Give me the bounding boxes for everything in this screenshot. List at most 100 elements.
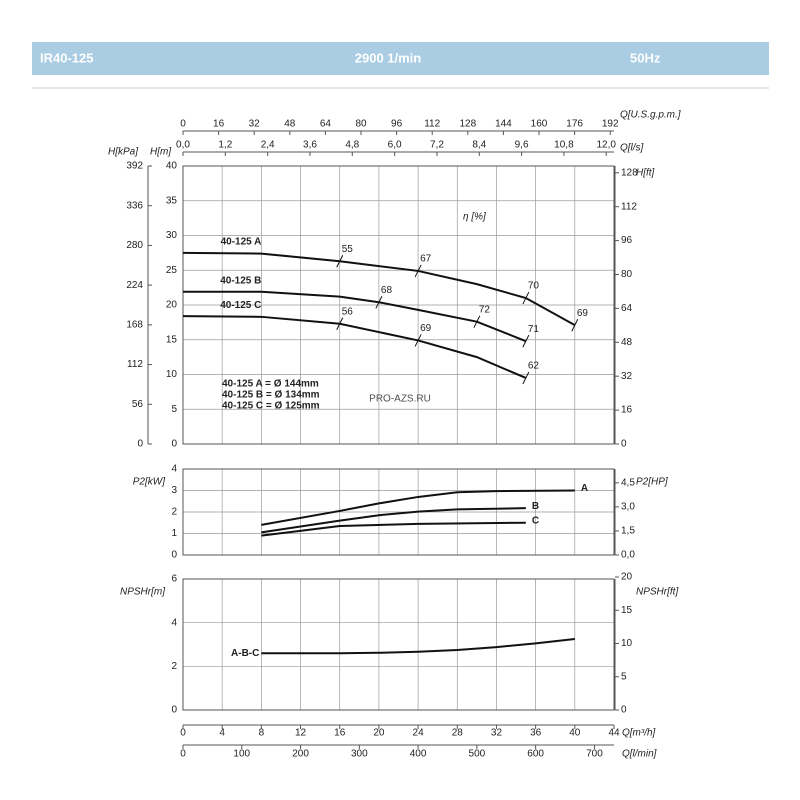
diameter-note: 40-125 B = Ø 134mm xyxy=(222,390,320,401)
top-tick-label: 176 xyxy=(566,119,583,130)
y2-tick-label: 20 xyxy=(621,572,633,583)
y-axis-label: P2[kW] xyxy=(133,477,165,488)
top-tick-label: 0,0 xyxy=(176,140,190,151)
plot-frame xyxy=(182,468,615,556)
y2-axis-label: H[ft] xyxy=(636,168,655,179)
x-tick-label: 4 xyxy=(219,728,225,739)
header-title: IR40-125 xyxy=(40,50,93,65)
kpa-tick-label: 56 xyxy=(132,399,144,410)
efficiency-mark xyxy=(336,254,344,268)
efficiency-mark xyxy=(522,291,530,305)
top-tick-label: 48 xyxy=(284,119,296,130)
y-tick-label: 5 xyxy=(171,404,177,415)
y2-tick-label: 10 xyxy=(621,638,633,649)
curve xyxy=(182,315,527,379)
curve xyxy=(261,521,526,537)
y-tick-label: 0 xyxy=(171,705,177,716)
x2-tick-label: 200 xyxy=(292,749,309,760)
top-tick-label: 128 xyxy=(459,119,476,130)
y-tick-label: 25 xyxy=(166,265,178,276)
top-tick-label: 8,4 xyxy=(472,140,486,151)
top-tick-label: 64 xyxy=(320,119,332,130)
kpa-tick-label: 392 xyxy=(126,161,143,172)
series-label: A-B-C xyxy=(231,648,259,659)
x2-tick-label: 700 xyxy=(586,749,603,760)
kpa-tick-label: 112 xyxy=(127,359,143,370)
top-tick-label: 2,4 xyxy=(261,140,275,151)
top-tick-label: 112 xyxy=(424,119,440,130)
y-tick-label: 0 xyxy=(171,550,177,561)
x2-tick-label: 400 xyxy=(410,749,427,760)
top-tick-label: 96 xyxy=(391,119,403,130)
efficiency-label: 71 xyxy=(528,324,540,335)
x2-tick-label: 0 xyxy=(180,749,186,760)
y2-tick-label: 80 xyxy=(621,269,633,280)
kpa-tick-label: 280 xyxy=(126,240,143,251)
x-tick-label: 20 xyxy=(373,728,385,739)
x2-axis-label: Q[l/min] xyxy=(622,749,657,760)
top-tick-label: 9,6 xyxy=(515,140,529,151)
y2-tick-label: 0 xyxy=(621,439,627,450)
efficiency-label: 67 xyxy=(420,254,432,265)
x2-tick-label: 600 xyxy=(527,749,544,760)
top-tick-label: 4,8 xyxy=(345,140,359,151)
y2-tick-label: 3,0 xyxy=(621,502,635,513)
y-tick-label: 30 xyxy=(166,230,178,241)
efficiency-mark xyxy=(414,334,422,347)
y2-tick-label: 1,5 xyxy=(621,526,635,537)
top-tick-label: 192 xyxy=(602,119,619,130)
watermark: PRO-AZS.RU xyxy=(369,394,431,405)
y2-tick-label: 128 xyxy=(621,167,638,178)
efficiency-label: 70 xyxy=(528,281,540,292)
curve xyxy=(261,638,575,655)
y2-tick-label: 15 xyxy=(621,605,633,616)
y-tick-label: 3 xyxy=(171,485,177,496)
efficiency-mark xyxy=(336,317,344,330)
x-tick-label: 40 xyxy=(569,728,581,739)
y2-tick-label: 64 xyxy=(621,303,633,314)
top-tick-label: 32 xyxy=(249,119,261,130)
x-axis-label: Q[m³/h] xyxy=(622,728,656,739)
x-tick-label: 0 xyxy=(180,728,186,739)
kpa-tick-label: 168 xyxy=(126,319,143,330)
x-tick-label: 8 xyxy=(259,728,265,739)
efficiency-label: 68 xyxy=(381,285,393,296)
series-label: B xyxy=(532,501,539,512)
y2-tick-label: 4,5 xyxy=(621,477,635,488)
y-tick-label: 2 xyxy=(171,661,177,672)
kpa-tick-label: 224 xyxy=(126,280,143,291)
y-tick-label: 2 xyxy=(171,507,177,518)
x-tick-label: 28 xyxy=(452,728,464,739)
efficiency-mark xyxy=(375,295,383,309)
y2-tick-label: 0 xyxy=(621,705,627,716)
y2-tick-label: 48 xyxy=(621,337,633,348)
header-bar xyxy=(32,42,769,75)
top-tick-label: 1,2 xyxy=(218,140,232,151)
top-tick-label: 16 xyxy=(213,119,225,130)
header-speed: 2900 1/min xyxy=(355,50,422,65)
y-tick-label: 0 xyxy=(171,439,177,450)
efficiency-label: 69 xyxy=(577,308,589,319)
x2-tick-label: 300 xyxy=(351,749,368,760)
header-frequency: 50Hz xyxy=(630,50,661,65)
y2-tick-label: 5 xyxy=(621,671,627,682)
y-tick-label: 6 xyxy=(171,574,177,585)
efficiency-axis-label: η [%] xyxy=(463,212,486,223)
efficiency-label: 72 xyxy=(479,304,491,315)
y2-tick-label: 96 xyxy=(621,235,633,246)
x-tick-label: 16 xyxy=(334,728,346,739)
top-tick-label: 3,6 xyxy=(303,140,317,151)
top-axis-label: Q[l/s] xyxy=(620,143,644,154)
series-label: A xyxy=(581,483,588,494)
y-tick-label: 35 xyxy=(166,195,178,206)
top-tick-label: 160 xyxy=(531,119,548,130)
y-axis-label: NPSHr[m] xyxy=(120,587,165,598)
y-tick-label: 20 xyxy=(166,300,178,311)
series-label: 40-125 C xyxy=(220,300,261,311)
top-tick-label: 6,0 xyxy=(388,140,402,151)
y2-axis-label: NPSHr[ft] xyxy=(636,587,678,598)
y-tick-label: 4 xyxy=(171,617,177,628)
efficiency-mark xyxy=(522,334,530,348)
top-tick-label: 12,0 xyxy=(597,140,617,151)
